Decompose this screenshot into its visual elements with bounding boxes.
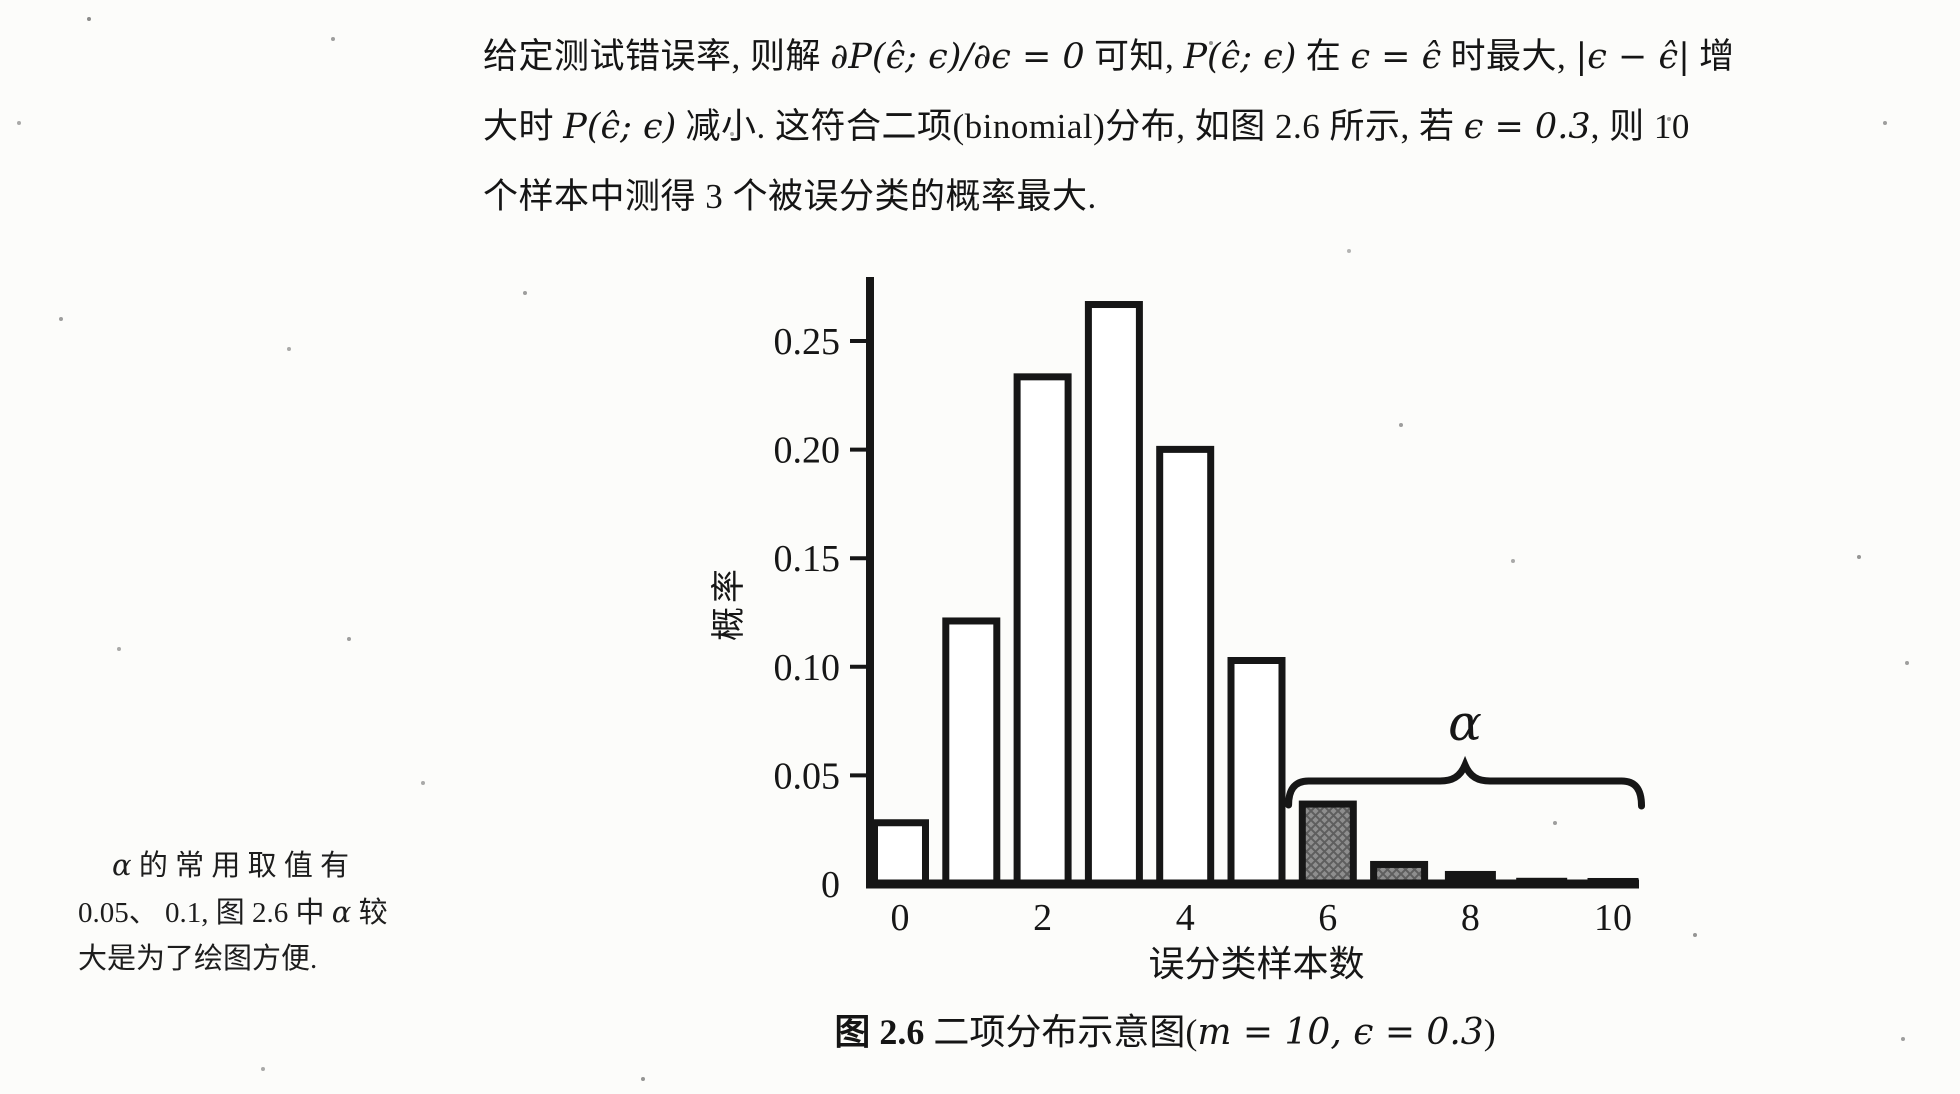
paragraph-line-1: 给定测试错误率, 则解 ∂P(ϵ̂; ϵ)/∂ϵ = 0 可知, P(ϵ̂; ϵ…: [483, 22, 1735, 92]
x-tick-label: 8: [1461, 897, 1480, 939]
x-tick-label: 6: [1318, 897, 1337, 939]
text-run: 增: [1689, 37, 1735, 76]
bar-6: [1298, 800, 1357, 888]
margin-note-line-2: 0.05、 0.1, 图 2.6 中 α 较: [78, 889, 488, 936]
text-run: 大时: [483, 107, 564, 146]
bar-1: [942, 617, 1001, 888]
x-tick-label: 2: [1033, 897, 1052, 939]
x-axis-title: 误分类样本数: [1148, 944, 1364, 984]
math-run: ∂P(ϵ̂; ϵ)/∂ϵ = 0: [830, 37, 1085, 77]
text-run: 大是为了绘图方便.: [78, 943, 318, 975]
y-tick-label: 0: [821, 864, 840, 906]
text-run: , 则 10: [1590, 107, 1690, 146]
scan-noise-dots: [0, 0, 2, 2]
alpha-brace: [1285, 755, 1646, 810]
x-tick-label: 4: [1176, 897, 1195, 939]
bar-2: [1013, 373, 1072, 888]
math-run: P(ϵ̂; ϵ): [563, 107, 677, 147]
text-run: 的 常 用 取 值 有: [131, 850, 350, 882]
alpha-label: α: [1448, 694, 1482, 752]
math-run: α: [112, 848, 132, 882]
text-run: 个样本中测得 3 个被误分类的概率最大.: [483, 177, 1097, 216]
body-paragraph: 给定测试错误率, 则解 ∂P(ϵ̂; ϵ)/∂ϵ = 0 可知, P(ϵ̂; ϵ…: [483, 22, 1735, 232]
y-axis-title: 概率: [710, 565, 748, 641]
text-run: 图 2.6: [834, 1012, 925, 1052]
text-run: ): [1483, 1012, 1496, 1052]
text-run: 0.05、 0.1, 图 2.6 中: [78, 897, 332, 929]
text-run: 可知,: [1084, 37, 1184, 76]
text-run: 二项分布示意图(: [924, 1012, 1198, 1052]
math-run: ϵ = 0.3: [1463, 107, 1591, 147]
text-run: 在: [1296, 37, 1351, 76]
paragraph-line-2: 大时 P(ϵ̂; ϵ) 减小. 这符合二项(binomial)分布, 如图 2.…: [483, 92, 1735, 162]
figure-caption: 图 2.6 二项分布示意图(m = 10, ϵ = 0.3): [660, 1006, 1670, 1059]
math-run: |ϵ − ϵ̂|: [1575, 37, 1690, 77]
y-tick-label: 0.05: [774, 755, 841, 797]
margin-note-line-1: α 的 常 用 取 值 有: [78, 842, 488, 889]
bar-4: [1156, 445, 1215, 888]
margin-note: α 的 常 用 取 值 有 0.05、 0.1, 图 2.6 中 α 较 大是为…: [78, 842, 488, 982]
y-tick-label: 0.15: [774, 538, 841, 580]
math-run: α: [331, 895, 352, 929]
text-run: 时最大,: [1441, 37, 1576, 76]
math-run: P(ϵ̂; ϵ): [1183, 37, 1297, 77]
text-run: 较: [351, 897, 388, 929]
y-tick-label: 0.25: [774, 321, 841, 363]
text-run: 给定测试错误率, 则解: [483, 37, 831, 76]
margin-note-line-3: 大是为了绘图方便.: [78, 936, 488, 982]
paragraph-line-3: 个样本中测得 3 个被误分类的概率最大.: [483, 162, 1735, 232]
text-run: 减小. 这符合二项(binomial)分布, 如图 2.6 所示, 若: [676, 107, 1464, 146]
binomial-bar-chart: 0 0.05 0.10 0.15 0.20 0.25 0 2 4 6 8 10 误分类样本数 概率 α: [710, 277, 1646, 984]
math-run: ϵ = ϵ̂: [1350, 37, 1442, 77]
bar-5: [1227, 657, 1286, 888]
bar-0: [871, 819, 929, 888]
y-tick-label: 0.10: [774, 647, 841, 689]
math-run: m = 10, ϵ = 0.3: [1197, 1012, 1484, 1053]
x-tick-label: 10: [1594, 897, 1632, 939]
bar-3: [1084, 301, 1143, 888]
x-tick-label: 0: [891, 897, 910, 939]
y-tick-label: 0.20: [774, 430, 841, 472]
